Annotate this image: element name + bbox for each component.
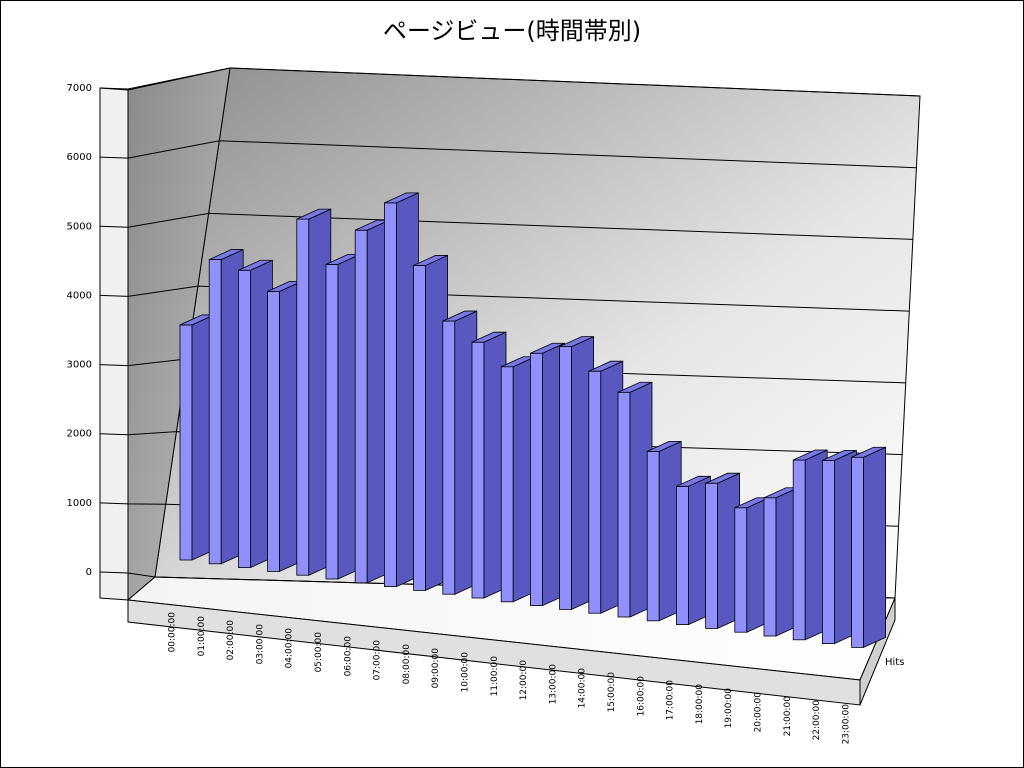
x-tick-label: 00:00:00 xyxy=(168,612,178,653)
bar-front xyxy=(413,265,427,591)
x-tick-label: 16:00:00 xyxy=(636,676,646,717)
x-tick-label: 09:00:00 xyxy=(431,648,441,689)
bar-side xyxy=(863,446,886,649)
x-tick-label: 03:00:00 xyxy=(255,624,265,665)
y-tick-label: 5000 xyxy=(67,221,92,232)
x-tick-label: 21:00:00 xyxy=(783,696,793,737)
bar-front xyxy=(734,507,748,633)
bar-top xyxy=(793,449,828,461)
x-tick-label: 19:00:00 xyxy=(724,688,734,729)
bar-top xyxy=(676,475,711,487)
y-tick-label: 4000 xyxy=(67,290,92,301)
x-tick-label: 13:00:00 xyxy=(548,664,558,705)
bar-top xyxy=(588,360,623,372)
bar-top xyxy=(413,255,448,266)
bar-front xyxy=(646,450,660,622)
bar-top xyxy=(530,342,565,354)
bar-top xyxy=(442,310,477,322)
bar-front xyxy=(354,229,368,584)
bar-front xyxy=(296,218,310,576)
x-tick-label: 18:00:00 xyxy=(695,684,705,725)
x-tick-label: 07:00:00 xyxy=(373,640,383,681)
x-tick-label: 04:00:00 xyxy=(285,628,295,669)
x-tick-label: 20:00:00 xyxy=(754,692,764,733)
x-tick-label: 23:00:00 xyxy=(841,704,851,745)
x-tick-label: 12:00:00 xyxy=(519,660,529,701)
bar-front xyxy=(530,352,543,607)
x-tick-label: 08:00:00 xyxy=(402,644,412,685)
y-tick-label: 3000 xyxy=(67,360,92,371)
chart-title: ページビュー(時間帯別) xyxy=(383,17,641,45)
bar-top xyxy=(647,440,682,452)
left-wall-edge xyxy=(99,87,129,601)
x-tick-label: 11:00:00 xyxy=(490,656,500,697)
x-tick-label: 22:00:00 xyxy=(812,700,822,741)
y-tick-label: 2000 xyxy=(67,429,92,440)
bar-front xyxy=(383,202,397,588)
bar-front xyxy=(617,391,631,618)
bar-front xyxy=(267,290,281,572)
bar-front xyxy=(500,366,514,603)
y-tick-label: 1000 xyxy=(67,498,92,509)
bar-front xyxy=(325,263,339,580)
bar-front xyxy=(792,459,806,641)
bar-top xyxy=(209,249,244,260)
bar-top xyxy=(617,381,653,393)
bar-front xyxy=(851,456,864,648)
bar-front xyxy=(179,324,193,561)
x-tick-label: 05:00:00 xyxy=(314,632,324,673)
bar-top xyxy=(559,336,594,348)
bar-front xyxy=(676,485,689,626)
bar-front xyxy=(208,259,222,565)
bar-front xyxy=(237,269,251,569)
grid-line xyxy=(99,212,913,240)
bar-front xyxy=(588,370,602,614)
bar-top xyxy=(822,449,857,461)
bar-top xyxy=(296,208,331,220)
bar-front xyxy=(705,482,718,629)
bar-front xyxy=(442,320,456,595)
x-tick-label: 01:00:00 xyxy=(197,616,207,657)
y-tick-label: 6000 xyxy=(67,152,92,163)
x-tick-label: 15:00:00 xyxy=(607,672,617,713)
bar-front xyxy=(822,459,835,645)
grid-line xyxy=(99,140,917,169)
bar-top xyxy=(384,192,419,204)
grid-line xyxy=(99,285,910,312)
bar-top xyxy=(238,259,273,271)
bar-top xyxy=(705,472,740,484)
bar-front xyxy=(763,497,777,637)
x-tick-label: 02:00:00 xyxy=(226,620,236,661)
bar-top xyxy=(851,446,886,458)
x-tick-label: 06:00:00 xyxy=(343,636,353,677)
y-tick-label: 7000 xyxy=(67,83,92,94)
x-tick-label: 17:00:00 xyxy=(666,680,676,721)
x-tick-label: 14:00:00 xyxy=(578,668,588,709)
bar-front xyxy=(471,341,485,599)
y-tick-label: 0 xyxy=(86,567,92,578)
bar-top xyxy=(471,331,507,343)
x-tick-label: 10:00:00 xyxy=(461,652,471,693)
series-label: Hits xyxy=(885,657,904,668)
bar-front xyxy=(559,346,572,610)
grid-line xyxy=(99,67,921,97)
